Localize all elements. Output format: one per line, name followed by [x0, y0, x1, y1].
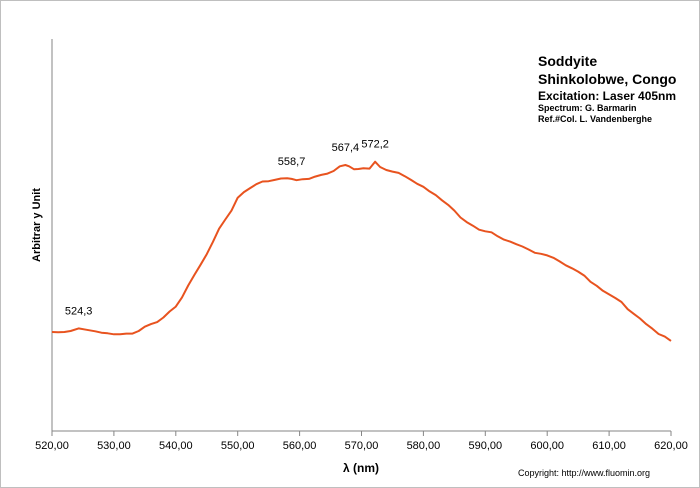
spectrum-credit: Spectrum: G. Barmarin — [538, 103, 637, 113]
x-tick-label: 530,00 — [97, 440, 131, 452]
reference-label: Ref.#Col. L. Vandenberghe — [538, 114, 653, 124]
x-tick-label: 580,00 — [407, 440, 441, 452]
x-tick-label: 590,00 — [468, 440, 502, 452]
x-tick-label: 540,00 — [159, 440, 193, 452]
x-axis-label: λ (nm) — [343, 461, 379, 475]
peak-label: 558,7 — [278, 156, 306, 168]
chart-title: Soddyite — [538, 53, 598, 69]
x-tick-label: 560,00 — [283, 440, 317, 452]
x-tick-label: 600,00 — [530, 440, 564, 452]
peak-label: 572,2 — [361, 139, 389, 151]
x-tick-label: 550,00 — [221, 440, 255, 452]
y-axis-label: Arbitrar y Unit — [31, 188, 43, 262]
spectrum-line — [51, 160, 672, 342]
x-tick-label: 610,00 — [592, 440, 626, 452]
x-tick-label: 520,00 — [35, 440, 69, 452]
peak-label: 567,4 — [332, 142, 360, 154]
excitation-label: Excitation: Laser 405nm — [538, 89, 677, 103]
peak-label: 524,3 — [65, 305, 93, 317]
x-tick-label: 570,00 — [345, 440, 379, 452]
location-label: Shinkolobwe, Congo — [538, 71, 677, 87]
copyright-text: Copyright: http://www.fluomin.org — [518, 468, 651, 478]
x-tick-label: 620,00 — [654, 440, 688, 452]
